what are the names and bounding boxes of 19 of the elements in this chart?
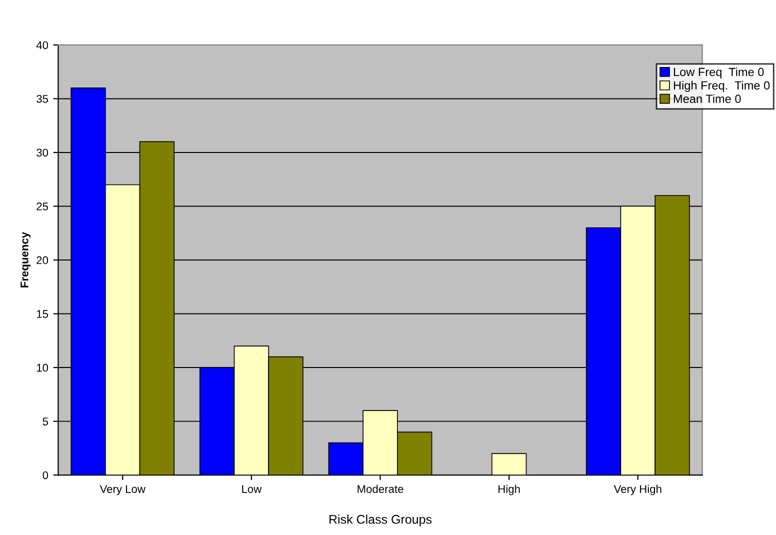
y-tick-label: 0 — [42, 471, 48, 480]
x-tick-label: Moderate — [358, 484, 404, 493]
y-tick-label: 5 — [42, 418, 48, 426]
y-tick-label: 20 — [36, 256, 48, 264]
y-tick-label: 25 — [36, 202, 48, 210]
x-tick-label: High — [498, 484, 520, 496]
x-axis-title: Risk Class Groups — [330, 514, 432, 526]
legend-label: Mean Time 0 — [674, 94, 741, 104]
y-tick-label: 35 — [36, 94, 48, 103]
y-tick-label: 10 — [36, 364, 48, 372]
legend-label: High Freq. Time 0 — [674, 80, 770, 92]
x-tick-label: Very Low — [100, 485, 146, 496]
legend-label: Low Freq Time 0 — [674, 67, 764, 78]
y-tick-label: 15 — [36, 310, 48, 318]
y-axis-title: Frequency — [20, 232, 31, 288]
x-tick-label: Low — [242, 485, 262, 493]
x-tick-label: Very High — [614, 484, 662, 496]
y-tick-label: 40 — [36, 41, 48, 50]
y-tick-label: 30 — [36, 148, 48, 157]
